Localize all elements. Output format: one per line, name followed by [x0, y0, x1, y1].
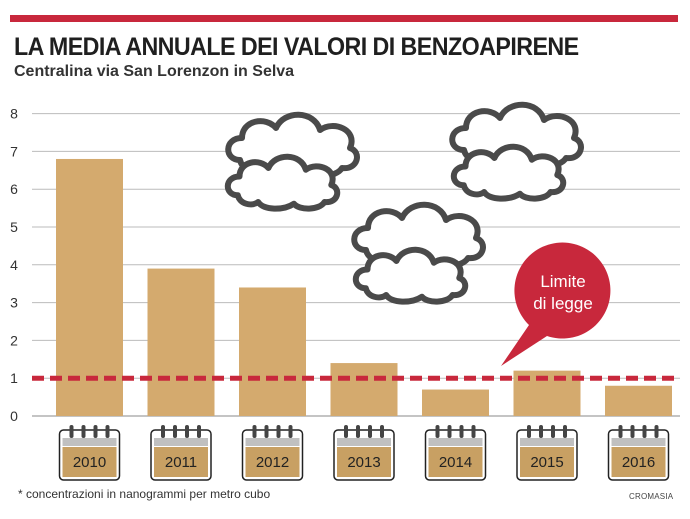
calendar-ring [654, 425, 659, 438]
calendar-ring [618, 425, 623, 438]
calendar-header [337, 438, 391, 446]
year-label: 2013 [347, 454, 380, 471]
calendar-2015: 2015 [516, 425, 578, 481]
calendar-ring [344, 425, 348, 438]
callout-label-line-1: Limite [540, 272, 585, 291]
y-tick-label: 6 [10, 181, 18, 197]
credit: CROMASIA [629, 492, 674, 501]
calendar-header [611, 438, 666, 446]
calendar-ring [69, 425, 74, 438]
calendar-ring [642, 425, 647, 438]
year-label: 2015 [530, 454, 563, 471]
calendar-ring [551, 425, 555, 438]
bar-2011 [147, 268, 215, 416]
calendar-2011: 2011 [150, 425, 212, 481]
calendar-2012: 2012 [241, 425, 304, 481]
calendar-ring [252, 425, 257, 438]
calendar-ring [447, 425, 452, 438]
legal-limit-callout: Limite di legge [501, 242, 611, 366]
year-label: 2012 [256, 454, 289, 471]
calendar-header [520, 438, 574, 446]
calendar-ring [93, 425, 98, 438]
calendar-ring [185, 425, 189, 438]
cloud-icon [224, 153, 341, 212]
chart-title: LA MEDIA ANNUALE DEI VALORI DI BENZOAPIR… [14, 33, 579, 61]
calendar-2010: 2010 [58, 425, 121, 481]
calendar-page [154, 447, 208, 477]
y-tick-label: 8 [10, 106, 18, 122]
y-tick-label: 1 [10, 370, 18, 386]
calendar-ring [264, 425, 269, 438]
y-tick-label: 7 [10, 143, 18, 159]
y-tick-label: 4 [10, 257, 18, 273]
calendar-ring [380, 425, 384, 438]
calendar-page [62, 447, 117, 477]
y-tick-label: 0 [10, 408, 18, 424]
calendar-2016: 2016 [607, 425, 670, 481]
year-calendars: 2010 2011 2012 2013 2014 2015 2016 [58, 425, 670, 481]
calendar-ring [630, 425, 635, 438]
calendar-2014: 2014 [424, 425, 487, 481]
calendar-header [62, 438, 117, 446]
calendar-page [520, 447, 574, 477]
calendar-header [428, 438, 483, 446]
calendar-ring [471, 425, 476, 438]
cloud-icon [352, 246, 469, 305]
callout-bubble [501, 242, 611, 366]
calendar-ring [563, 425, 567, 438]
calendar-ring [435, 425, 440, 438]
calendar-page [337, 447, 391, 477]
calendar-ring [459, 425, 464, 438]
calendar-page [245, 447, 300, 477]
calendar-page [428, 447, 483, 477]
calendar-ring [288, 425, 293, 438]
year-label: 2016 [622, 454, 655, 471]
callout-label-line-2: di legge [533, 294, 593, 313]
calendar-ring [161, 425, 165, 438]
bar-2016 [605, 385, 672, 416]
bar-2014 [422, 389, 489, 416]
y-tick-label: 5 [10, 219, 18, 235]
calendar-ring [539, 425, 543, 438]
year-label: 2010 [73, 454, 106, 471]
footnote: * concentrazioni in nanogrammi per metro… [18, 487, 271, 501]
y-tick-label: 3 [10, 295, 18, 311]
bar-2010 [56, 158, 123, 416]
calendar-ring [173, 425, 177, 438]
year-label: 2011 [165, 454, 197, 471]
y-tick-label: 2 [10, 332, 18, 348]
calendar-ring [527, 425, 531, 438]
calendar-header [245, 438, 300, 446]
calendar-2013: 2013 [333, 425, 395, 481]
calendar-ring [197, 425, 201, 438]
chart-subtitle: Centralina via San Lorenzon in Selva [14, 63, 295, 80]
y-axis-ticks: 0 1 2 3 4 5 6 7 8 [10, 106, 18, 424]
year-label: 2014 [439, 454, 472, 471]
calendar-ring [105, 425, 110, 438]
top-accent-bar [10, 15, 678, 22]
calendar-page [611, 447, 666, 477]
calendar-header [154, 438, 208, 446]
bars [56, 158, 672, 416]
calendar-ring [81, 425, 86, 438]
cloud-icon [450, 143, 567, 202]
calendar-ring [356, 425, 360, 438]
bar-2012 [239, 287, 306, 416]
calendar-ring [368, 425, 372, 438]
calendar-ring [276, 425, 281, 438]
bar-2013 [330, 363, 398, 416]
clouds-illustration [224, 101, 584, 305]
